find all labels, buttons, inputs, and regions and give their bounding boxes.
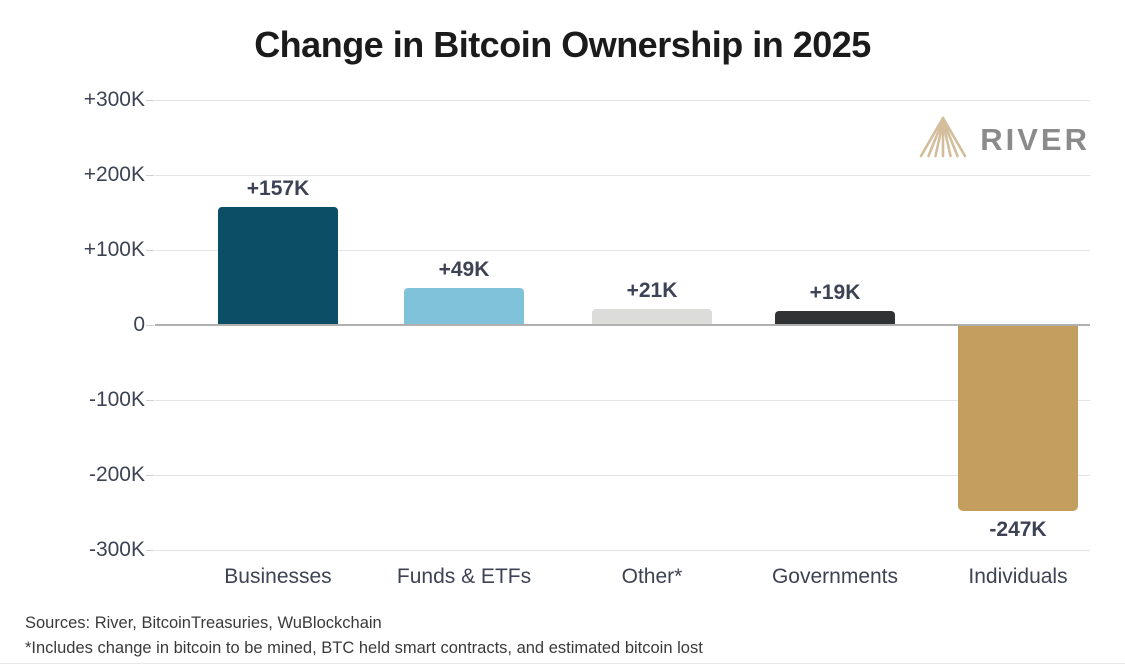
river-brand: RIVER <box>918 115 1090 164</box>
y-axis-tick <box>146 175 154 176</box>
footnote-text: *Includes change in bitcoin to be mined,… <box>25 639 703 657</box>
y-tick-label: -300K <box>88 538 145 561</box>
y-axis-tick <box>146 475 154 476</box>
y-tick-label: -200K <box>88 463 145 486</box>
bar-individuals <box>958 326 1078 512</box>
bar-governments <box>775 310 895 325</box>
y-tick-label: -100K <box>88 388 145 411</box>
gridline <box>155 400 1090 401</box>
y-axis-tick <box>146 550 154 551</box>
y-tick-label: 0 <box>133 313 145 336</box>
river-mountain-icon <box>918 115 968 164</box>
bar-businesses <box>218 207 338 325</box>
bar-value-label: +157K <box>246 177 310 201</box>
bar-value-label: -247K <box>989 518 1047 542</box>
y-axis-tick <box>146 400 154 401</box>
gridline <box>155 475 1090 476</box>
bottom-divider <box>0 663 1125 664</box>
y-tick-label: +300K <box>83 88 145 111</box>
bar-funds-etfs <box>404 288 524 325</box>
gridline <box>155 550 1090 551</box>
y-axis-tick <box>146 325 154 326</box>
category-label: Other* <box>621 565 683 588</box>
y-tick-label: +100K <box>83 238 145 261</box>
sources-text: Sources: River, BitcoinTreasuries, WuBlo… <box>25 614 382 632</box>
y-axis-tick <box>146 250 154 251</box>
y-axis-tick <box>146 100 154 101</box>
bar-value-label: +49K <box>438 258 490 282</box>
chart-footer: Sources: River, BitcoinTreasuries, WuBlo… <box>25 611 703 661</box>
gridline <box>155 175 1090 176</box>
chart-title: Change in Bitcoin Ownership in 2025 <box>254 24 871 65</box>
gridline <box>155 100 1090 101</box>
gridline <box>155 250 1090 251</box>
category-label: Funds & ETFs <box>396 565 532 588</box>
zero-axis-line <box>155 324 1090 326</box>
bar-other- <box>592 309 712 325</box>
river-brand-name: RIVER <box>980 121 1090 157</box>
bar-value-label: +21K <box>626 279 678 303</box>
category-label: Businesses <box>224 565 332 588</box>
y-tick-label: +200K <box>83 163 145 186</box>
category-label: Governments <box>771 565 899 588</box>
bar-value-label: +19K <box>809 280 861 304</box>
category-label: Individuals <box>968 565 1068 588</box>
